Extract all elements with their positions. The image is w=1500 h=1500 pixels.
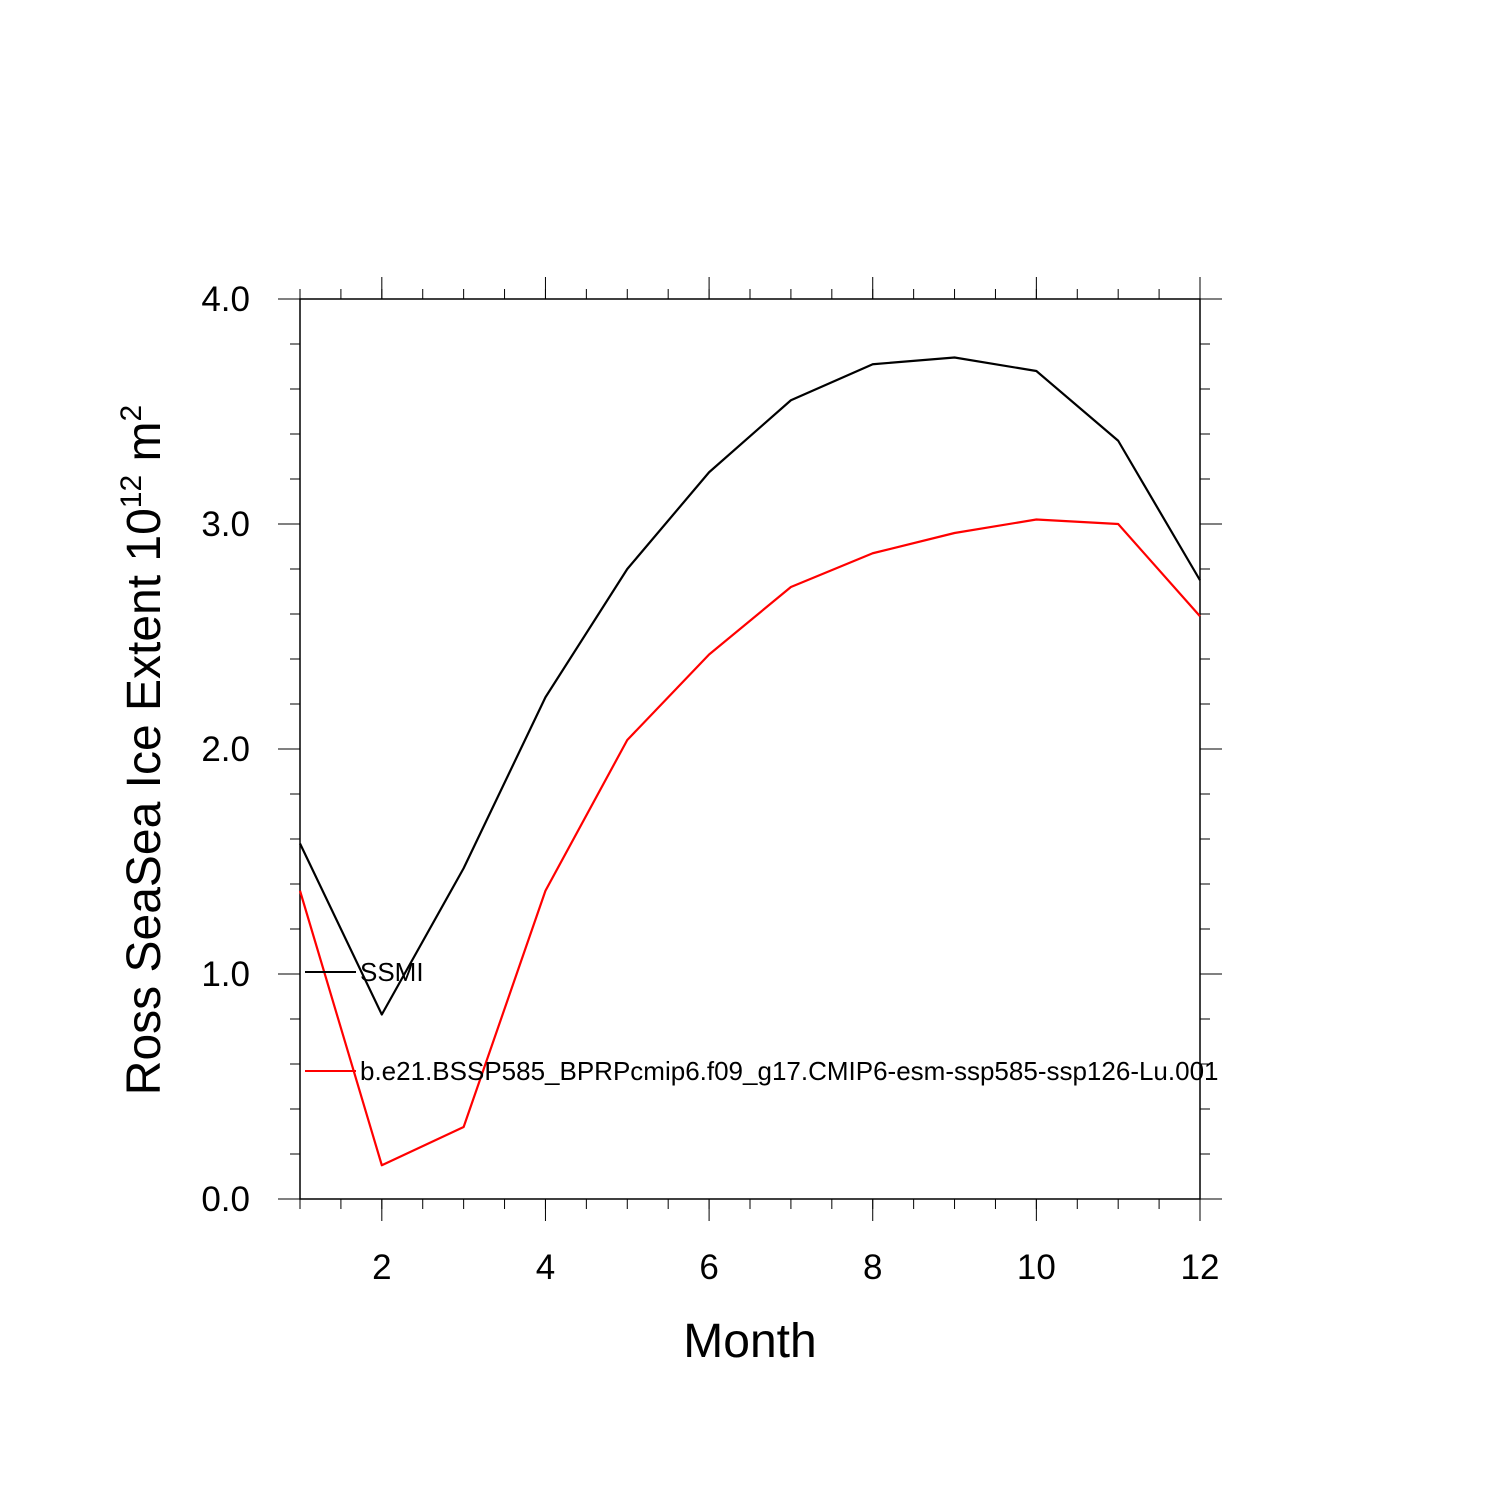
y-axis-title: Ross SeaSea Ice Extent 1012 m2 bbox=[115, 405, 171, 1095]
series-line-1 bbox=[299, 356, 1201, 1016]
y-tick-label: 0.0 bbox=[201, 1180, 250, 1219]
y-axis-title-exponent: 12 bbox=[115, 475, 148, 508]
y-axis-title-base: Ross SeaSea Ice Extent 10 bbox=[118, 508, 171, 1095]
y-tick-label: 4.0 bbox=[201, 280, 250, 319]
y-tick-label: 1.0 bbox=[201, 955, 250, 994]
legend-label-1: SSMI bbox=[360, 957, 424, 987]
x-tick-label: 4 bbox=[536, 1248, 555, 1287]
y-tick-label: 3.0 bbox=[201, 505, 250, 544]
y-axis-title-unit-exponent: 2 bbox=[115, 405, 148, 422]
y-axis-title-unit: m bbox=[118, 421, 171, 474]
plot-frame bbox=[299, 298, 1201, 1200]
legend: SSMI b.e21.BSSP585_BPRPcmip6.f09_g17.CMIP… bbox=[305, 957, 1219, 1086]
x-tick-label: 12 bbox=[1181, 1248, 1220, 1287]
series-line-2 bbox=[298, 518, 1201, 1167]
x-tick-label: 6 bbox=[699, 1248, 718, 1287]
y-tick-label: 2.0 bbox=[201, 730, 250, 769]
major-ticks bbox=[278, 277, 1222, 1221]
x-tick-labels: 2 4 6 8 10 12 bbox=[372, 1248, 1219, 1287]
x-axis-title: Month bbox=[683, 1315, 816, 1368]
x-tick-label: 10 bbox=[1017, 1248, 1056, 1287]
y-tick-labels: 0.0 1.0 2.0 3.0 4.0 bbox=[201, 280, 250, 1219]
x-tick-label: 2 bbox=[372, 1248, 391, 1287]
x-tick-label: 8 bbox=[863, 1248, 882, 1287]
series-lines bbox=[298, 356, 1201, 1167]
legend-label-2: b.e21.BSSP585_BPRPcmip6.f09_g17.CMIP6-es… bbox=[360, 1056, 1219, 1086]
